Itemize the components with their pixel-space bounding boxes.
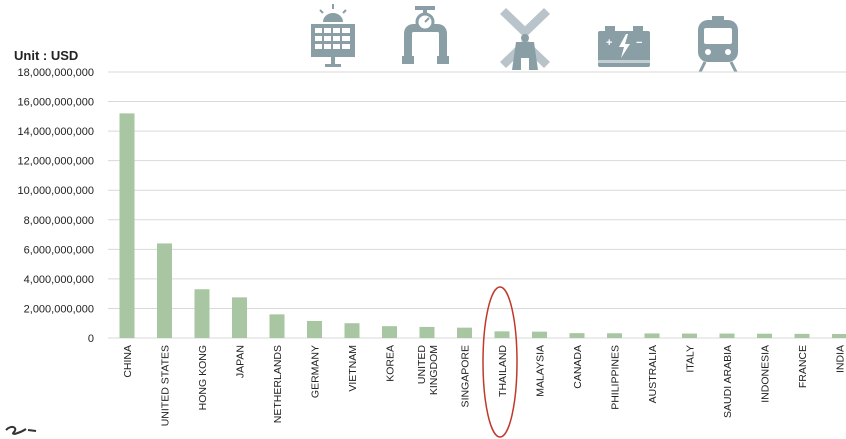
x-tick-text: UNITED	[416, 345, 428, 385]
x-tick-text: FRANCE	[797, 345, 809, 388]
x-tick-label: FRANCE	[797, 345, 809, 388]
bar	[344, 323, 360, 338]
x-tick-label: MALAYSIA	[535, 345, 547, 397]
x-tick-label: ITALY	[685, 345, 697, 373]
y-tick-label: 2,000,000,000	[24, 303, 94, 315]
x-tick-label: VIETNAM	[347, 345, 359, 392]
x-tick-text: MALAYSIA	[535, 345, 547, 397]
bar	[832, 334, 846, 338]
x-tick-text: SAUDI ARABIA	[722, 345, 734, 418]
x-tick-text: VIETNAM	[347, 345, 359, 392]
solar-panel-icon	[311, 4, 355, 67]
battery-icon: + −	[598, 26, 650, 67]
pipeline-icon	[402, 6, 449, 64]
bar	[119, 113, 135, 338]
x-tick-text: UNITED STATES	[160, 345, 172, 426]
x-tick-text: THAILAND	[497, 345, 509, 397]
x-tick-label: AUSTRALIA	[647, 345, 659, 403]
x-tick-label: CANADA	[572, 345, 584, 389]
x-tick-text: HONG KONG	[197, 345, 209, 410]
x-tick-label: THAILAND	[497, 345, 509, 397]
x-tick-label: UNITED STATES	[160, 345, 172, 426]
train-icon	[698, 16, 738, 73]
bar	[382, 326, 397, 338]
x-tick-text: AUSTRALIA	[647, 345, 659, 403]
bar	[194, 289, 210, 338]
x-tick-text: KOREA	[385, 345, 397, 382]
x-tick-label: KOREA	[385, 345, 397, 382]
x-tick-label: SAUDI ARABIA	[722, 345, 734, 418]
x-tick-text: CHINA	[122, 345, 134, 378]
bar	[307, 321, 322, 338]
svg-text:−: −	[636, 37, 642, 49]
bar	[757, 333, 772, 338]
bar	[569, 333, 585, 338]
x-tick-label: CHINA	[122, 345, 134, 378]
bar	[719, 333, 735, 338]
x-tick-label: INDONESIA	[760, 345, 772, 403]
x-tick-text: KINGDOM	[428, 345, 440, 395]
y-tick-label: 6,000,000,000	[24, 244, 94, 256]
x-tick-text: PHILIPPINES	[610, 345, 622, 410]
svg-text:+: +	[606, 37, 612, 49]
x-tick-label: PHILIPPINES	[610, 345, 622, 410]
x-tick-label: HONG KONG	[197, 345, 209, 410]
x-tick-text: JAPAN	[235, 345, 247, 378]
bar	[794, 333, 810, 338]
highlight-circle	[482, 286, 518, 438]
x-tick-text: INDONESIA	[760, 345, 772, 403]
bar	[494, 331, 510, 338]
wind-turbine-icon	[500, 8, 550, 70]
x-tick-label: SINGAPORE	[460, 345, 472, 407]
bar	[269, 314, 285, 338]
signature-mark	[5, 425, 37, 435]
bar	[419, 326, 435, 338]
y-tick-label: 12,000,000,000	[18, 156, 94, 168]
bar	[607, 333, 622, 338]
y-tick-label: 4,000,000,000	[24, 274, 94, 286]
bar	[232, 297, 247, 338]
y-tick-label: 16,000,000,000	[18, 97, 94, 109]
bar	[457, 327, 472, 338]
x-tick-label: UNITED KINGDOM	[416, 345, 440, 396]
y-tick-label: 10,000,000,000	[18, 185, 94, 197]
x-tick-label: JAPAN	[235, 345, 247, 378]
x-tick-text: ITALY	[685, 345, 697, 373]
bar	[532, 331, 547, 338]
y-tick-label: 0	[88, 333, 94, 345]
x-tick-text: INDIA	[835, 345, 846, 373]
x-tick-text: CANADA	[572, 345, 584, 389]
unit-label: Unit : USD	[14, 48, 79, 63]
x-tick-label: INDIA	[835, 345, 846, 373]
bar	[644, 333, 660, 338]
y-tick-label: 14,000,000,000	[18, 126, 94, 138]
bar	[682, 333, 697, 338]
bar	[157, 243, 172, 338]
y-tick-label: 8,000,000,000	[24, 215, 94, 227]
x-tick-label: GERMANY	[310, 345, 322, 398]
x-tick-text: SINGAPORE	[460, 345, 472, 407]
x-tick-text: NETHERLANDS	[272, 345, 284, 423]
x-tick-text: GERMANY	[310, 345, 322, 398]
x-tick-label: NETHERLANDS	[272, 345, 284, 423]
y-tick-label: 18,000,000,000	[18, 67, 94, 79]
